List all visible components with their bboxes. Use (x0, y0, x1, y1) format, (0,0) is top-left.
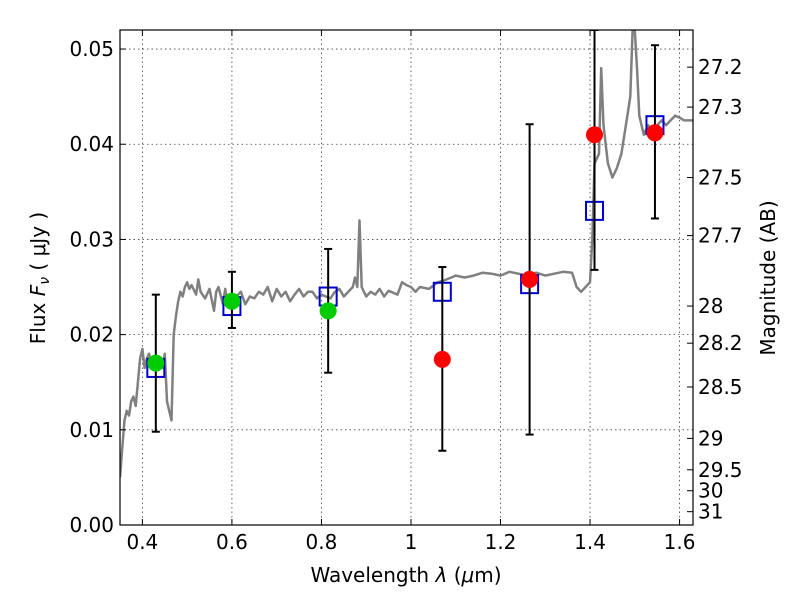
y-tick-label: 0.04 (69, 132, 114, 156)
y2-tick-label: 28 (698, 294, 723, 318)
x-axis-title: Wavelength λ (μm) (310, 563, 501, 587)
y-tick-label: 0.05 (69, 37, 114, 61)
y-tick-label: 0.00 (69, 513, 114, 537)
x-tick-label: 0.6 (216, 530, 248, 554)
y2-tick-label: 29 (698, 426, 723, 450)
x-tick-label: 0.8 (306, 530, 338, 554)
x-tick-label: 0.4 (126, 530, 158, 554)
x-tick-label: 1.6 (664, 530, 696, 554)
y2-tick-label: 31 (698, 500, 723, 524)
y-tick-label: 0.03 (69, 227, 114, 251)
gridlines (120, 30, 693, 526)
plot-frame (119, 29, 694, 526)
y2-tick-label: 27.3 (698, 95, 743, 119)
y2-tick-label: 29.5 (698, 458, 743, 482)
infrared-data-point (646, 124, 664, 142)
x-tick-label: 1.4 (574, 530, 606, 554)
x-tick-label: 1 (405, 530, 418, 554)
infrared-data-point (586, 126, 604, 144)
plot-area (120, 30, 693, 478)
optical-data-point (147, 354, 165, 372)
y2-tick-label: 27.2 (698, 55, 743, 79)
y2-tick-label: 30 (698, 479, 723, 503)
optical-data-point (319, 302, 337, 320)
optical-data-point (223, 292, 241, 310)
x-tick-label: 1.2 (485, 530, 517, 554)
model-spectrum-line (120, 30, 693, 478)
y2-tick-label: 28.2 (698, 331, 743, 355)
y2-tick-label: 27.5 (698, 166, 743, 190)
y-tick-label: 0.02 (69, 323, 114, 347)
y2-tick-label: 28.5 (698, 375, 743, 399)
axes: 0.4 0.6 0.8 1 1.2 1.4 1.6 0.00 0.01 0.02 0.03 0.04 0… (69, 30, 743, 554)
infrared-data-point (521, 270, 539, 288)
y2-tick-label: 27.7 (698, 224, 743, 248)
infrared-data-point (433, 350, 451, 368)
y-tick-label: 0.01 (69, 418, 114, 442)
y2-axis-title: Magnitude (AB) (756, 200, 780, 355)
y-axis-title: Flux Fν ( μJy ) (26, 212, 53, 344)
